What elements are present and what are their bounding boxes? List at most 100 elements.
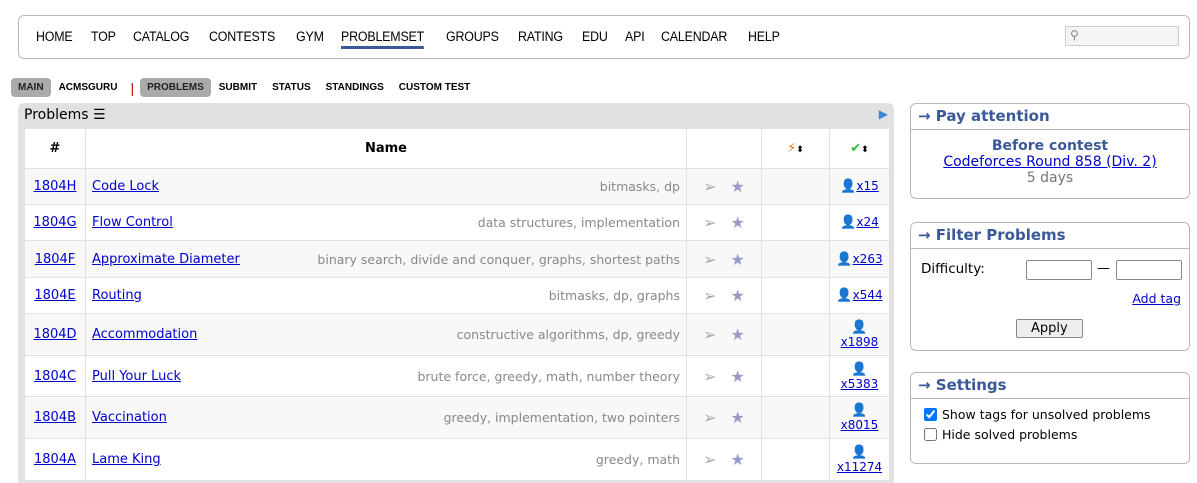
user-icon: 👤 bbox=[836, 288, 853, 303]
hide-solved-checkbox[interactable] bbox=[924, 428, 937, 441]
nav-home[interactable]: HOME bbox=[36, 29, 73, 44]
nav-problemset[interactable]: PROBLEMSET bbox=[340, 29, 424, 49]
nav-help[interactable]: HELP bbox=[748, 29, 780, 44]
problem-tags[interactable]: bitmasks, dp bbox=[599, 179, 680, 194]
solved-count-link[interactable]: x24 bbox=[856, 215, 879, 229]
problem-name-link[interactable]: Approximate Diameter bbox=[92, 251, 240, 267]
problem-name-link[interactable]: Vaccination bbox=[92, 410, 167, 425]
star-icon[interactable]: ★ bbox=[730, 450, 745, 469]
subnav-status[interactable]: STATUS bbox=[272, 82, 311, 93]
sort-icon: ⬍ bbox=[861, 145, 869, 155]
subnav-problems[interactable]: PROBLEMS bbox=[140, 78, 211, 97]
nav-top[interactable]: TOP bbox=[90, 29, 116, 44]
difficulty-cell bbox=[761, 313, 830, 356]
col-id[interactable]: # bbox=[24, 128, 86, 169]
subnav-main[interactable]: MAIN bbox=[11, 78, 51, 97]
apply-button[interactable]: Apply bbox=[1016, 319, 1083, 338]
col-name: Name bbox=[85, 128, 687, 169]
submit-icon[interactable]: ➢ bbox=[703, 177, 717, 196]
nav-groups[interactable]: GROUPS bbox=[446, 29, 499, 44]
star-icon[interactable]: ★ bbox=[730, 286, 745, 305]
solved-count-link[interactable]: x263 bbox=[852, 251, 883, 266]
nav-gym[interactable]: GYM bbox=[295, 29, 324, 44]
solved-count-link[interactable]: x544 bbox=[852, 288, 883, 302]
problem-id-link[interactable]: 1804E bbox=[34, 288, 76, 303]
difficulty-cell bbox=[761, 168, 830, 205]
table-row: 1804C Pull Your Luck brute force, greedy,… bbox=[24, 355, 890, 397]
star-icon[interactable]: ★ bbox=[730, 366, 745, 386]
list-icon[interactable]: ☰ bbox=[92, 107, 106, 123]
user-icon: 👤 bbox=[836, 251, 853, 267]
difficulty-cell bbox=[761, 438, 830, 481]
problem-tags[interactable]: data structures, implementation bbox=[477, 215, 680, 230]
star-icon[interactable]: ★ bbox=[730, 325, 745, 344]
collapse-arrow-icon[interactable]: ▶ bbox=[878, 107, 888, 121]
show-tags-checkbox[interactable] bbox=[924, 408, 937, 421]
difficulty-cell bbox=[761, 277, 830, 314]
problem-tags[interactable]: constructive algorithms, dp, greedy bbox=[456, 327, 680, 342]
submit-icon[interactable]: ➢ bbox=[703, 450, 717, 469]
contest-link[interactable]: Codeforces Round 858 (Div. 2) bbox=[943, 154, 1157, 170]
star-icon[interactable]: ★ bbox=[730, 249, 745, 269]
col-solved[interactable]: ✔⬍ bbox=[829, 128, 890, 169]
submit-icon[interactable]: ➢ bbox=[703, 213, 717, 232]
star-icon[interactable]: ★ bbox=[730, 408, 745, 427]
submit-icon[interactable]: ➢ bbox=[703, 249, 717, 269]
problem-tags[interactable]: brute force, greedy, math, number theory bbox=[417, 368, 680, 384]
table-row: 1804G Flow Control data structures, imple… bbox=[24, 204, 890, 241]
problem-name-link[interactable]: Accommodation bbox=[92, 327, 198, 342]
add-tag-link[interactable]: Add tag bbox=[1132, 291, 1181, 306]
solved-count-link[interactable]: x5383 bbox=[840, 376, 879, 391]
box-title: → Settings bbox=[911, 373, 1189, 399]
problem-id-link[interactable]: 1804D bbox=[33, 327, 77, 342]
nav-catalog[interactable]: CATALOG bbox=[132, 29, 189, 44]
problem-id-link[interactable]: 1804C bbox=[33, 368, 77, 384]
subnav-acmsguru[interactable]: ACMSGURU bbox=[58, 82, 118, 93]
subnav-submit[interactable]: SUBMIT bbox=[218, 82, 258, 93]
solved-count-link[interactable]: x1898 bbox=[840, 335, 879, 349]
settings-box: → Settings Show tags for unsolved proble… bbox=[910, 372, 1190, 464]
show-tags-label: Show tags for unsolved problems bbox=[942, 407, 1151, 422]
submit-icon[interactable]: ➢ bbox=[703, 408, 717, 427]
submit-icon[interactable]: ➢ bbox=[703, 286, 717, 305]
problem-tags[interactable]: binary search, divide and conquer, graph… bbox=[317, 251, 680, 267]
user-icon: 👤 bbox=[851, 320, 868, 335]
solved-count-link[interactable]: x8015 bbox=[840, 418, 879, 432]
nav-calendar[interactable]: CALENDAR bbox=[661, 29, 728, 44]
problem-tags[interactable]: greedy, math bbox=[595, 452, 680, 467]
subnav-standings[interactable]: STANDINGS bbox=[325, 82, 384, 93]
pay-attention-box: → Pay attention Before contest Codeforce… bbox=[910, 103, 1190, 199]
nav-edu[interactable]: EDU bbox=[582, 29, 608, 44]
subnav-custom-test[interactable]: CUSTOM TEST bbox=[398, 82, 471, 93]
nav-api[interactable]: API bbox=[625, 29, 645, 44]
problem-name-link[interactable]: Lame King bbox=[92, 452, 161, 467]
star-icon[interactable]: ★ bbox=[730, 177, 745, 196]
problem-name-link[interactable]: Code Lock bbox=[92, 179, 160, 194]
nav-rating[interactable]: RATING bbox=[518, 29, 564, 44]
submit-icon[interactable]: ➢ bbox=[703, 366, 717, 386]
problem-id-link[interactable]: 1804B bbox=[33, 410, 76, 425]
problem-tags[interactable]: greedy, implementation, two pointers bbox=[443, 410, 680, 425]
col-difficulty[interactable]: ⚡⬍ bbox=[761, 128, 830, 169]
problem-id-link[interactable]: 1804F bbox=[34, 251, 76, 267]
problem-id-link[interactable]: 1804A bbox=[34, 452, 76, 467]
problem-name-link[interactable]: Routing bbox=[92, 288, 142, 303]
difficulty-cell bbox=[761, 240, 830, 278]
problem-tags[interactable]: bitmasks, dp, graphs bbox=[548, 288, 680, 303]
problem-name-link[interactable]: Pull Your Luck bbox=[92, 368, 182, 384]
solved-count-link[interactable]: x11274 bbox=[836, 460, 883, 474]
difficulty-cell bbox=[761, 355, 830, 397]
problem-id-link[interactable]: 1804G bbox=[33, 215, 77, 230]
difficulty-min-input[interactable] bbox=[1026, 260, 1092, 280]
sub-nav: MAIN ACMSGURU | PROBLEMS SUBMIT STATUS STANDIN… bbox=[11, 78, 478, 97]
before-contest: Before contest bbox=[991, 138, 1109, 154]
search-input[interactable]: ⚲ bbox=[1065, 26, 1179, 46]
star-icon[interactable]: ★ bbox=[730, 213, 745, 232]
solved-count-link[interactable]: x15 bbox=[856, 179, 879, 193]
difficulty-max-input[interactable] bbox=[1116, 260, 1182, 280]
lightning-icon: ⚡ bbox=[787, 141, 797, 156]
nav-contests[interactable]: CONTESTS bbox=[208, 29, 275, 44]
submit-icon[interactable]: ➢ bbox=[703, 325, 717, 344]
problem-id-link[interactable]: 1804H bbox=[33, 179, 77, 194]
problem-name-link[interactable]: Flow Control bbox=[92, 215, 173, 230]
